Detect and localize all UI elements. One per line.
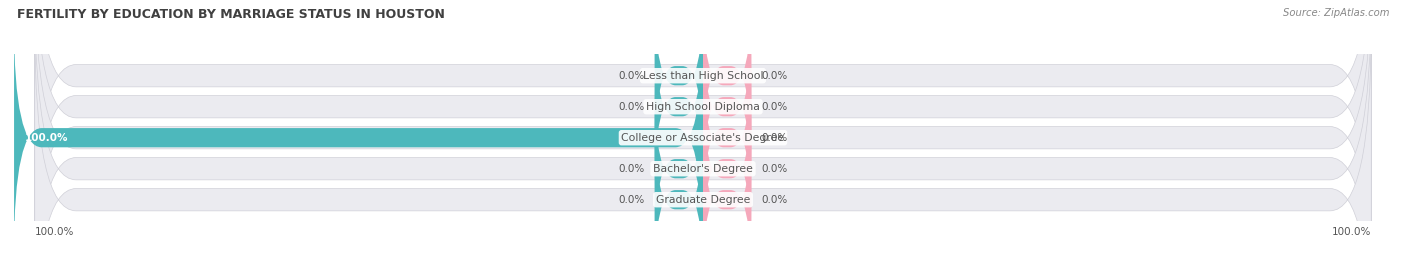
Text: 0.0%: 0.0% xyxy=(619,102,644,112)
Text: College or Associate's Degree: College or Associate's Degree xyxy=(621,133,785,143)
FancyBboxPatch shape xyxy=(703,85,751,252)
Text: 0.0%: 0.0% xyxy=(762,133,787,143)
FancyBboxPatch shape xyxy=(655,116,703,270)
FancyBboxPatch shape xyxy=(703,23,751,190)
Text: Source: ZipAtlas.com: Source: ZipAtlas.com xyxy=(1282,8,1389,18)
Text: 0.0%: 0.0% xyxy=(619,195,644,205)
Text: FERTILITY BY EDUCATION BY MARRIAGE STATUS IN HOUSTON: FERTILITY BY EDUCATION BY MARRIAGE STATU… xyxy=(17,8,444,21)
Text: 0.0%: 0.0% xyxy=(762,102,787,112)
FancyBboxPatch shape xyxy=(35,0,1371,270)
Text: Bachelor's Degree: Bachelor's Degree xyxy=(652,164,754,174)
FancyBboxPatch shape xyxy=(703,0,751,159)
FancyBboxPatch shape xyxy=(655,0,703,159)
Text: Graduate Degree: Graduate Degree xyxy=(655,195,751,205)
Text: Less than High School: Less than High School xyxy=(643,71,763,81)
FancyBboxPatch shape xyxy=(35,0,1371,270)
FancyBboxPatch shape xyxy=(35,25,1371,270)
Text: 100.0%: 100.0% xyxy=(35,227,75,237)
Text: 0.0%: 0.0% xyxy=(619,164,644,174)
Text: 100.0%: 100.0% xyxy=(1331,227,1371,237)
Text: 0.0%: 0.0% xyxy=(619,71,644,81)
Text: 0.0%: 0.0% xyxy=(762,195,787,205)
Text: High School Diploma: High School Diploma xyxy=(647,102,759,112)
FancyBboxPatch shape xyxy=(35,0,1371,251)
FancyBboxPatch shape xyxy=(14,23,703,252)
FancyBboxPatch shape xyxy=(35,0,1371,270)
FancyBboxPatch shape xyxy=(703,54,751,221)
FancyBboxPatch shape xyxy=(655,85,703,252)
Text: 0.0%: 0.0% xyxy=(762,71,787,81)
FancyBboxPatch shape xyxy=(703,116,751,270)
Text: 0.0%: 0.0% xyxy=(762,164,787,174)
Text: 100.0%: 100.0% xyxy=(24,133,67,143)
FancyBboxPatch shape xyxy=(655,23,703,190)
